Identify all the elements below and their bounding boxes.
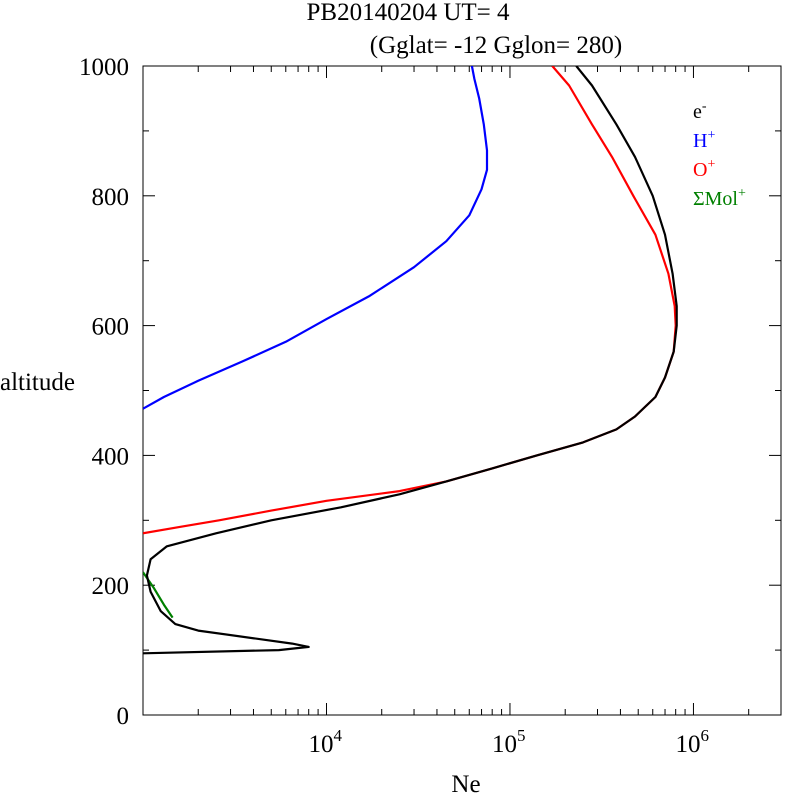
y-tick-labels: 0 200 400 600 800 1000: [79, 54, 129, 730]
y-tick-label: 800: [92, 184, 130, 211]
series-line: [143, 66, 678, 655]
chart-title-line1: PB20140204 UT= 4: [306, 0, 510, 26]
legend-entry: H+: [693, 128, 715, 152]
plot-frame: [142, 65, 782, 716]
x-axis-label: Ne: [451, 771, 480, 795]
y-axis-label: altitude: [0, 369, 75, 396]
legend-entry: O+: [693, 157, 715, 181]
y-tick-label: 600: [92, 314, 130, 341]
series-line: [143, 66, 677, 535]
series-lines: [143, 66, 678, 655]
y-tick-label: 0: [117, 703, 130, 730]
x-tick-labels: 104 105 106: [308, 726, 708, 758]
legend: e- H+ O+ ΣMol+: [693, 99, 746, 210]
legend-entry: e-: [693, 99, 707, 123]
y-tick-label: 400: [92, 443, 130, 470]
x-tick-label: 106: [675, 726, 709, 758]
y-tick-label: 200: [92, 573, 130, 600]
x-tick-label: 105: [492, 726, 525, 758]
tick-marks: [142, 65, 782, 716]
x-tick-label: 104: [308, 726, 342, 758]
series-line: [143, 66, 489, 410]
chart-title-line2: (Gglat= -12 Gglon= 280): [370, 32, 622, 59]
legend-entry: ΣMol+: [693, 186, 746, 210]
y-tick-label: 1000: [79, 54, 129, 81]
